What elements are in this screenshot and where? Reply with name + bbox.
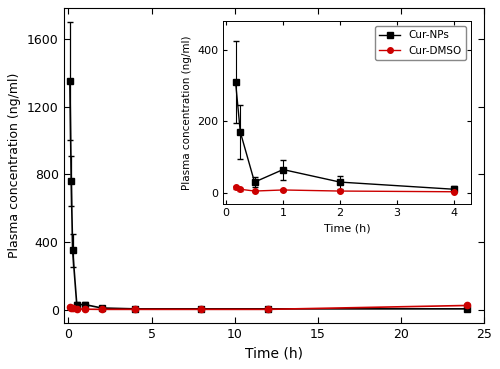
X-axis label: Time (h): Time (h) <box>244 346 302 361</box>
Y-axis label: Plasma concentration (ng/ml): Plasma concentration (ng/ml) <box>8 73 22 258</box>
